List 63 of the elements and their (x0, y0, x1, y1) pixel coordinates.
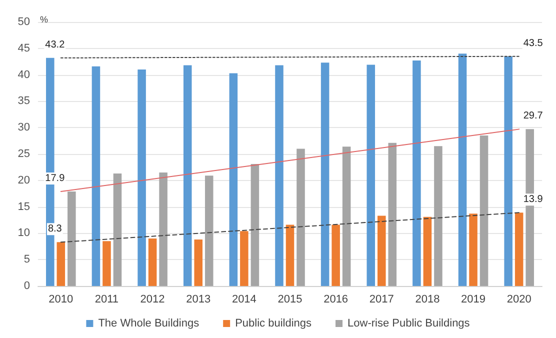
y-tick-label: 5 (24, 254, 30, 266)
x-tick-label: 2016 (324, 294, 348, 306)
y-tick-label: 15 (18, 200, 30, 213)
data-label: 8.3 (48, 224, 62, 235)
data-label: 43.2 (45, 39, 66, 50)
bar (240, 231, 248, 286)
data-label: 29.7 (523, 110, 544, 122)
y-axis-title: % (40, 14, 48, 24)
x-tick-label: 2011 (94, 294, 119, 306)
x-tick-label: 2012 (140, 294, 165, 306)
x-tick-label: 2018 (415, 294, 440, 306)
data-label: 17.9 (45, 172, 66, 184)
bar (514, 212, 524, 286)
y-tick-label: 10 (18, 227, 30, 240)
x-tick-label: 2019 (461, 294, 486, 306)
x-tick-label: 2015 (278, 294, 302, 306)
y-tick-label: 25 (18, 148, 30, 160)
x-tick-label: 2014 (232, 294, 256, 306)
bar (92, 66, 100, 286)
bar (504, 56, 512, 286)
bar (342, 146, 351, 286)
data-label: 13.9 (523, 194, 544, 206)
legend-label: Public buildings (235, 318, 312, 330)
y-tick-label: 35 (18, 95, 30, 108)
bar (113, 174, 122, 286)
bar (480, 136, 488, 286)
bar (250, 164, 260, 286)
bar (183, 65, 192, 286)
bar (296, 148, 305, 286)
y-tick-label: 20 (18, 174, 30, 186)
bar (469, 214, 478, 286)
bar (458, 54, 467, 286)
bar (159, 172, 168, 286)
bar (275, 65, 284, 286)
bar (423, 216, 432, 286)
bar (366, 64, 376, 286)
y-tick-label: 50 (18, 16, 30, 28)
data-label: 43.5 (523, 38, 544, 49)
x-tick-label: 2010 (48, 294, 74, 306)
y-tick-label: 40 (18, 68, 30, 81)
y-tick-label: 0 (24, 280, 30, 292)
y-tick-label: 30 (18, 122, 30, 134)
bar (68, 191, 76, 286)
bar (434, 146, 442, 286)
legend-label: The Whole Buildings (98, 318, 200, 330)
bar (378, 216, 386, 286)
y-tick-label: 45 (18, 42, 30, 54)
bar (332, 224, 340, 286)
x-tick-label: 2020 (506, 294, 532, 306)
bar (229, 73, 238, 286)
bar (102, 241, 111, 286)
legend-label: Low-rise Public Buildings (348, 318, 470, 330)
bar (194, 240, 202, 286)
bar (56, 242, 66, 286)
bar (286, 224, 294, 286)
bar (204, 176, 214, 286)
bar (412, 60, 421, 286)
x-tick-label: 2017 (369, 294, 394, 306)
bar (320, 62, 330, 286)
bar (388, 142, 397, 286)
x-tick-label: 2013 (186, 294, 211, 306)
bar (138, 70, 146, 286)
bar (148, 238, 157, 286)
